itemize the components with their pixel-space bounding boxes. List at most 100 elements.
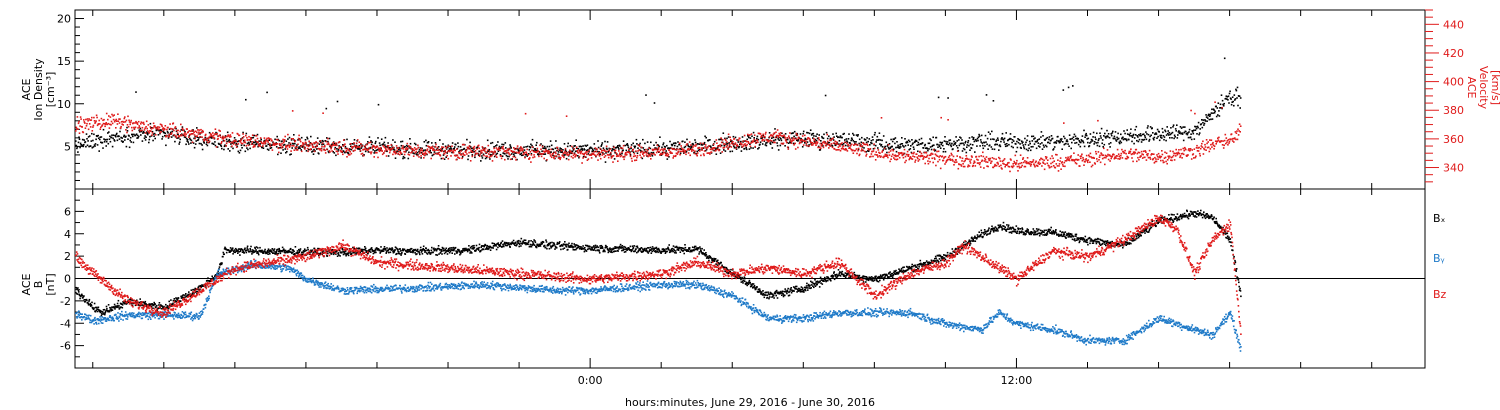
data-point	[260, 138, 262, 141]
data-point	[409, 138, 411, 140]
data-point	[232, 143, 235, 145]
data-point	[271, 248, 274, 250]
data-point	[746, 143, 748, 146]
data-point	[551, 148, 553, 150]
data-point	[624, 153, 626, 155]
data-point	[1141, 153, 1143, 155]
data-point	[956, 150, 959, 152]
data-point	[1151, 127, 1153, 129]
data-point	[676, 145, 679, 148]
data-point	[75, 144, 78, 147]
data-point	[1026, 139, 1028, 142]
data-point	[383, 146, 386, 148]
data-point	[1033, 138, 1035, 140]
data-point	[748, 142, 750, 144]
data-point	[595, 155, 597, 157]
data-point	[168, 300, 170, 303]
data-point	[1107, 136, 1109, 138]
data-point	[792, 132, 794, 134]
data-point	[705, 148, 708, 151]
data-point	[961, 150, 964, 152]
data-point	[1157, 158, 1159, 160]
data-point	[877, 147, 879, 149]
data-point	[708, 139, 710, 141]
data-point	[1030, 146, 1033, 148]
data-point	[1123, 130, 1125, 132]
data-point	[188, 136, 190, 138]
data-point	[402, 148, 405, 150]
data-point	[523, 153, 525, 155]
data-point	[116, 302, 119, 305]
data-point	[572, 149, 575, 151]
data-point	[807, 132, 809, 134]
data-point	[96, 308, 98, 310]
data-point	[1204, 143, 1206, 146]
data-point	[1138, 138, 1141, 141]
data-point	[802, 132, 804, 135]
data-point	[619, 153, 622, 156]
data-point	[822, 141, 824, 144]
data-point	[442, 143, 444, 145]
data-point	[1039, 162, 1042, 165]
data-point	[1114, 137, 1116, 140]
data-point	[255, 143, 258, 145]
data-point	[163, 131, 166, 134]
data-point	[943, 148, 945, 150]
data-point	[687, 152, 690, 154]
data-point	[815, 140, 818, 142]
data-point	[342, 153, 344, 156]
data-point	[995, 139, 998, 141]
data-point	[751, 135, 753, 137]
data-point	[784, 139, 787, 141]
data-point	[977, 162, 980, 164]
data-point	[238, 140, 240, 142]
data-point	[939, 147, 942, 149]
data-point	[1188, 148, 1190, 150]
data-point	[911, 152, 913, 155]
data-point	[131, 129, 134, 132]
data-point	[324, 149, 326, 152]
data-point	[559, 158, 561, 161]
data-point	[432, 147, 435, 150]
data-point	[556, 149, 558, 152]
data-point	[281, 140, 283, 142]
data-point	[797, 140, 799, 142]
data-point	[94, 310, 97, 313]
data-point	[1206, 146, 1209, 149]
data-point	[1089, 161, 1091, 163]
data-point	[412, 155, 415, 157]
data-point	[1076, 159, 1079, 161]
data-point	[405, 149, 407, 152]
data-point	[799, 141, 801, 144]
data-point	[1073, 133, 1076, 136]
data-point	[198, 129, 201, 131]
data-point	[250, 245, 252, 248]
data-point	[1087, 137, 1090, 140]
data-point	[284, 135, 286, 138]
data-point	[235, 248, 238, 251]
data-point	[993, 157, 995, 160]
data-point	[297, 143, 299, 146]
data-point	[347, 148, 349, 151]
data-point	[75, 130, 77, 132]
data-point	[718, 149, 720, 152]
data-point	[1026, 162, 1028, 165]
data-point	[1121, 137, 1123, 140]
data-point	[172, 299, 175, 302]
data-point	[907, 144, 909, 146]
data-point	[642, 152, 645, 155]
data-point	[624, 152, 627, 154]
data-point	[902, 145, 904, 147]
data-point	[262, 143, 265, 145]
data-point	[538, 152, 541, 155]
data-point	[1113, 135, 1116, 138]
data-point	[1197, 147, 1199, 149]
data-point	[286, 145, 288, 148]
data-point	[832, 139, 835, 141]
data-point	[846, 140, 848, 142]
data-point	[125, 145, 128, 148]
data-point	[1136, 135, 1139, 137]
data-point	[375, 152, 377, 154]
data-point	[602, 147, 605, 149]
data-point	[601, 149, 603, 152]
